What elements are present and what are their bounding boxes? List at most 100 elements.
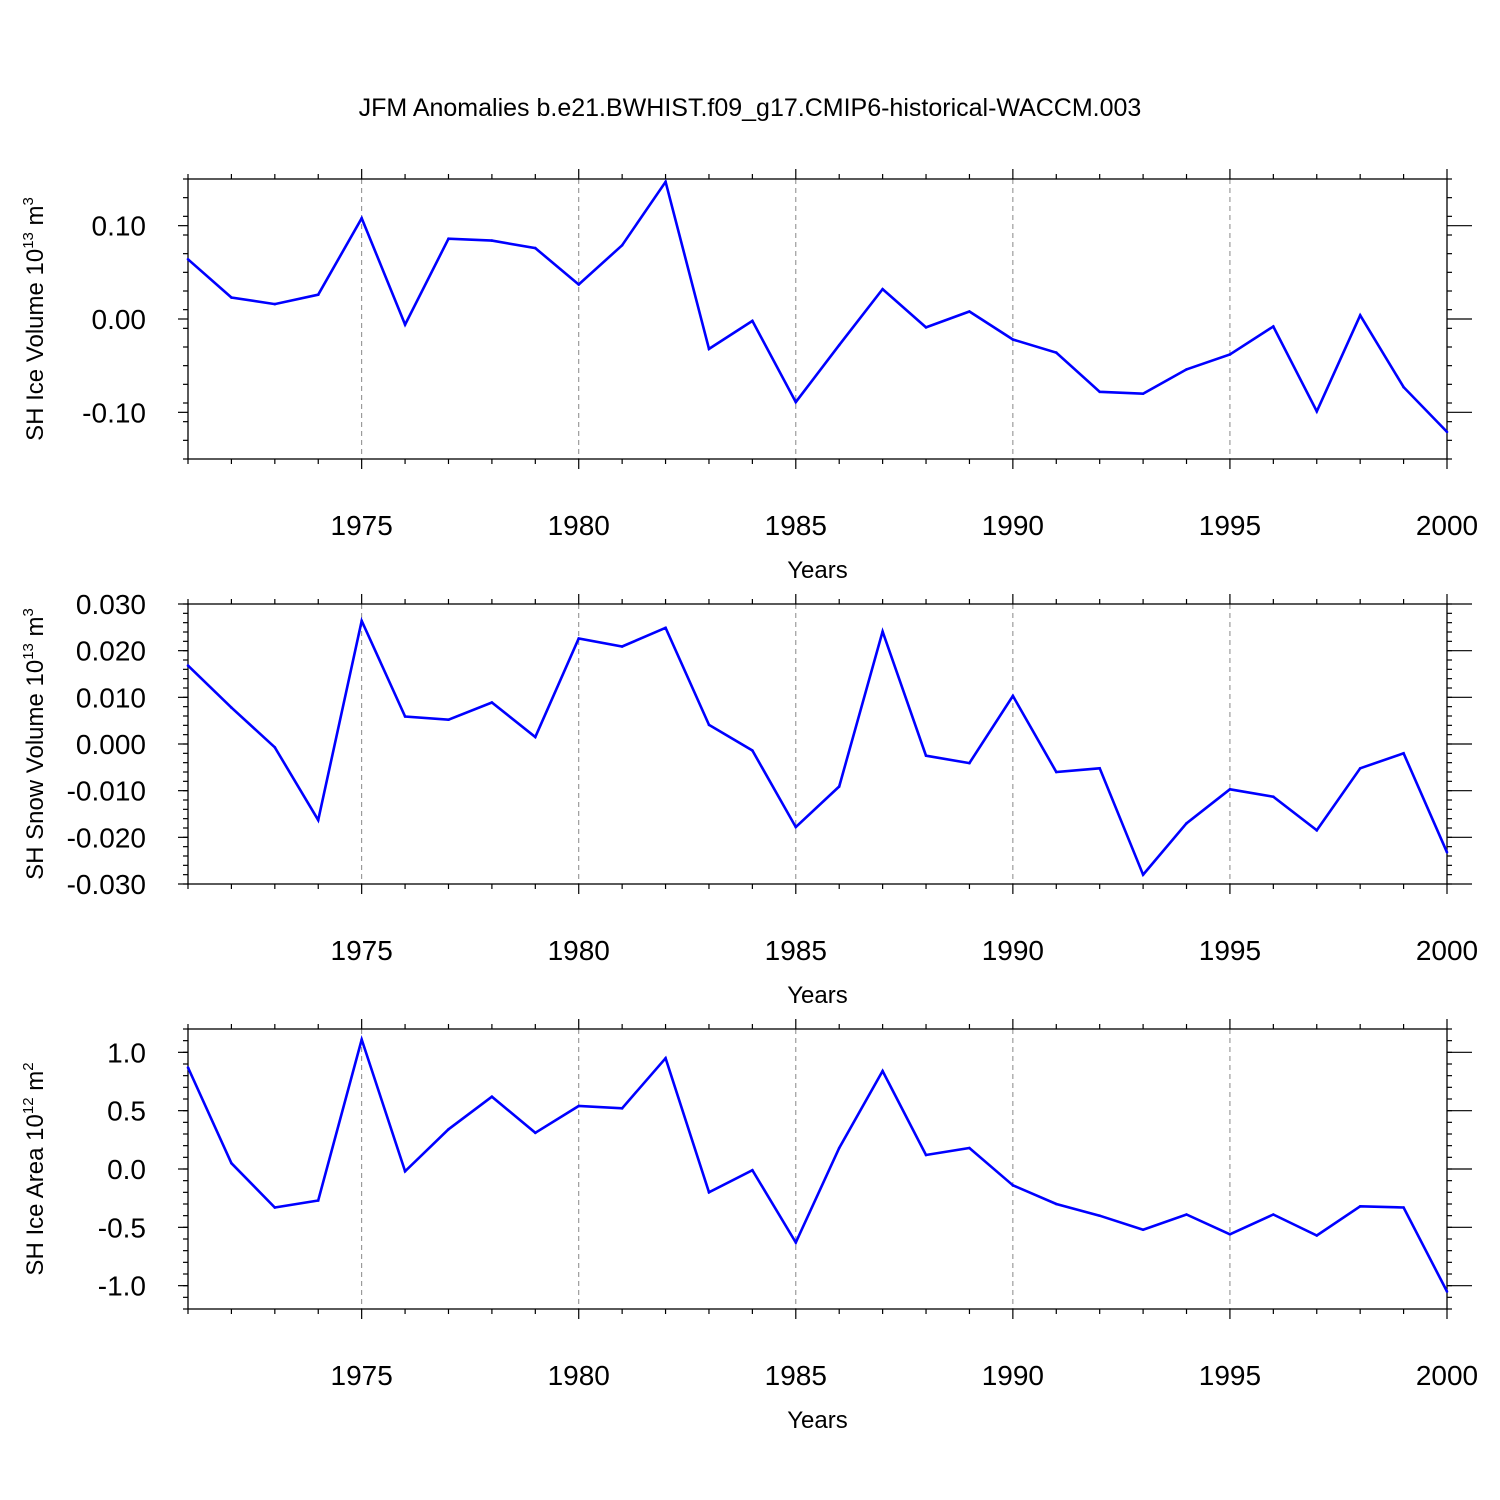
ice-area-xtick-label: 2000 [1416,1360,1478,1391]
snow-volume-point [490,701,494,704]
ice-area-ytick-label: -0.5 [98,1212,146,1243]
ice-area-point [924,1153,928,1157]
ice-area-ytick-label: 1.0 [107,1037,146,1068]
ice-volume-series-line [187,178,1448,433]
ice-volume-xaxis-title: Years [787,557,848,584]
ice-area-point [577,1104,581,1108]
ice-volume-point [924,326,928,329]
ice-area-point [1358,1205,1362,1208]
ice-area-point [447,1128,450,1131]
snow-volume-point [968,761,971,765]
snow-volume-point [1098,766,1101,770]
snow-volume-xtick-label: 1985 [765,935,827,966]
ice-volume-yaxis-title: SH Ice Volume 1013 m3 [20,197,49,441]
ice-area-point [1141,1228,1145,1231]
ice-volume-point [403,323,407,326]
ice-area-point [273,1206,277,1209]
ice-area-point [534,1131,537,1135]
ice-volume-ytick-label: 0.10 [92,211,147,242]
ice-volume-point [1228,353,1232,356]
ice-volume-point [1098,390,1101,394]
snow-volume-ytick-label: -0.020 [67,822,146,853]
ice-area-point [1011,1184,1015,1187]
snow-volume-point [751,749,754,752]
snow-volume-point [403,715,407,718]
figure-title: JFM Anomalies b.e21.BWHIST.f09_g17.CMIP6… [359,94,1142,122]
snow-volume-point [447,718,450,722]
ice-area-yaxis-exp: 12 [20,1097,37,1114]
snow-volume-point [1358,766,1362,770]
ice-volume-point [664,180,667,184]
ice-area-ytick-label: -1.0 [98,1271,146,1302]
ice-area-ytick-label: 0.5 [107,1096,146,1127]
ice-area-point [664,1056,667,1060]
ice-volume-yaxis-exp: 13 [20,232,37,249]
ice-area-point [1098,1214,1101,1217]
snow-volume-ytick-label: 0.020 [76,636,146,667]
ice-area-xtick-label: 1985 [765,1360,827,1391]
ice-volume-point [490,239,494,242]
ice-area-point [186,1066,190,1069]
ice-area-point [1445,1290,1449,1293]
ice-volume-ytick-label: -0.10 [82,397,146,428]
ice-area-yaxis-title: SH Ice Area 1012 m2 [20,1062,49,1275]
ice-volume-point [881,287,884,291]
ice-volume-yaxis-unit: m [22,205,49,232]
snow-volume-point [1054,770,1058,774]
ice-volume-point [577,283,581,286]
snow-volume-point [1315,829,1319,832]
ice-area-point [1054,1202,1058,1206]
ice-area-xtick-label: 1995 [1199,1360,1261,1391]
snow-volume-point [664,626,667,630]
snow-volume-point [577,637,581,640]
ice-area-point [707,1191,711,1194]
snow-volume-point [360,619,363,623]
panels: 1975 1980 1985 1990 1995 2000 -0.10 0.00 0.10 Yea… [20,169,1478,1434]
ice-area-point [1402,1206,1405,1209]
ice-volume-point [316,293,320,297]
snow-volume-point [1185,822,1188,825]
snow-volume-xtick-label: 1990 [982,935,1044,966]
ice-area-point [1185,1213,1188,1216]
ice-volume-point [360,216,363,220]
ice-area-xaxis-title: Years [787,1407,848,1434]
snow-volume-ytick-label: 0.030 [76,589,146,620]
snow-volume-point [794,825,798,829]
ice-volume-xtick-label: 1975 [331,510,393,541]
snow-volume-point [534,735,537,739]
ice-area-point [1228,1233,1232,1236]
ice-volume-point [1402,385,1405,389]
ice-area-yaxis-unit-exp: 2 [20,1062,37,1070]
snow-volume-xaxis-title: Years [787,982,848,1009]
snow-volume-point [1445,850,1449,854]
snow-volume-yaxis-title: SH Snow Volume 1013 m3 [20,608,49,880]
ice-volume-point [707,347,711,351]
ice-volume-point [447,237,450,241]
snow-volume-point [1141,873,1145,876]
snow-volume-point [316,818,320,822]
snow-volume-xtick-label: 1975 [331,935,393,966]
ice-area-frame [187,1028,1448,1310]
ice-area-point [230,1161,233,1165]
ice-volume-ytick-label: 0.00 [92,304,147,335]
ice-volume-point [1315,410,1319,413]
snow-volume-point [924,754,928,757]
ice-area-xtick-label: 1975 [331,1360,393,1391]
ice-volume-point [1185,368,1188,371]
snow-volume-point [881,630,884,633]
snow-volume-point [620,645,624,648]
snow-volume-point [707,723,711,727]
snow-volume-panel: 1975 1980 1985 1990 1995 2000 -0.030 -0.020 -0.0… [20,589,1478,1009]
ice-volume-frame [187,178,1448,460]
snow-volume-point [186,664,190,667]
ice-area-point [751,1168,754,1172]
ice-volume-point [1141,392,1145,395]
ice-area-point [490,1095,494,1098]
snow-volume-ytick-label: -0.030 [67,869,146,900]
ice-area-point [1272,1213,1275,1216]
ice-volume-point [273,302,277,306]
snow-volume-point [837,785,841,788]
ice-area-point [620,1107,624,1110]
ice-volume-point [1445,430,1449,434]
